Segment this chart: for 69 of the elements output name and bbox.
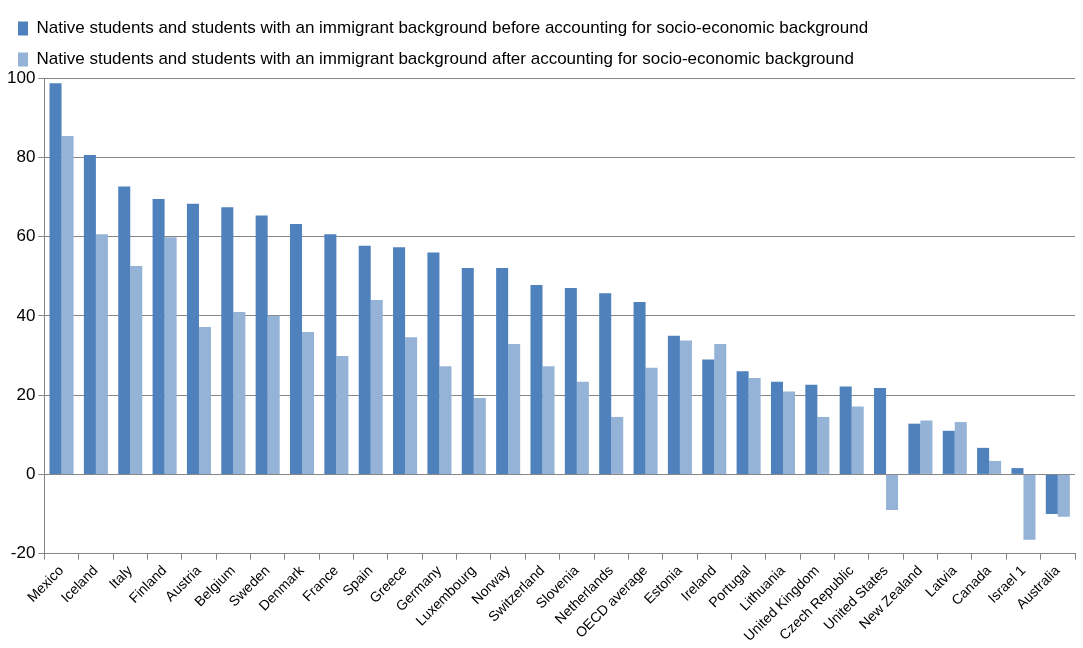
bar [393, 247, 406, 474]
bar [186, 203, 199, 474]
y-tick-label: 20 [16, 384, 36, 404]
bar [358, 245, 371, 474]
bar [83, 154, 96, 474]
bar [370, 299, 383, 474]
y-tick-label: 80 [16, 146, 36, 166]
y-tick-label: 100 [6, 67, 36, 87]
bar [336, 355, 349, 474]
legend-label: Native students and students with an immigrant background after accounting for socio-economic background [36, 49, 854, 69]
bar [667, 335, 680, 474]
bar [633, 301, 646, 474]
bar [679, 340, 692, 474]
bar [839, 386, 852, 474]
bar [1045, 474, 1058, 515]
bar [49, 83, 62, 474]
bar [233, 311, 246, 474]
bar [152, 198, 165, 474]
bar [427, 252, 440, 474]
bar [302, 332, 315, 474]
bar [920, 420, 933, 474]
bar [324, 234, 337, 474]
bar [118, 186, 131, 474]
bar [405, 337, 418, 474]
bar [954, 422, 967, 474]
bar [496, 267, 509, 474]
bar [977, 447, 990, 474]
bar [508, 343, 521, 474]
bar [908, 423, 921, 474]
legend-label: Native students and students with an immigrant background before accounting for socio-economic background [36, 18, 869, 38]
bar [886, 474, 899, 511]
bar [1023, 474, 1036, 540]
bar [542, 366, 555, 474]
bar [61, 135, 74, 474]
y-tick-label: 60 [16, 226, 36, 246]
bar [290, 223, 303, 474]
bar [164, 237, 177, 474]
bar [267, 315, 280, 474]
y-tick-label: 40 [16, 305, 36, 325]
bar [702, 359, 715, 474]
bar [461, 267, 474, 474]
bar [198, 326, 211, 474]
bar [221, 207, 234, 474]
bar [817, 416, 830, 474]
bar [645, 367, 658, 474]
bar [989, 460, 1002, 474]
bar [473, 397, 486, 474]
bar [874, 387, 887, 474]
bar [748, 378, 761, 474]
bar [530, 284, 543, 474]
y-tick-label: -20 [10, 543, 36, 563]
bar [714, 343, 727, 474]
bar [770, 381, 783, 474]
bar [782, 391, 796, 474]
y-tick-label: 0 [25, 464, 36, 484]
bar [255, 215, 268, 474]
bar [611, 416, 624, 474]
bar [736, 371, 749, 474]
bar [942, 430, 955, 474]
bar [564, 288, 577, 474]
bar [130, 265, 143, 474]
bar [95, 234, 108, 474]
bar [1057, 474, 1070, 517]
bar [851, 406, 864, 474]
bar [439, 366, 452, 474]
bar [805, 384, 818, 474]
bar [599, 293, 612, 474]
bar [1011, 468, 1024, 474]
bar [576, 381, 589, 474]
